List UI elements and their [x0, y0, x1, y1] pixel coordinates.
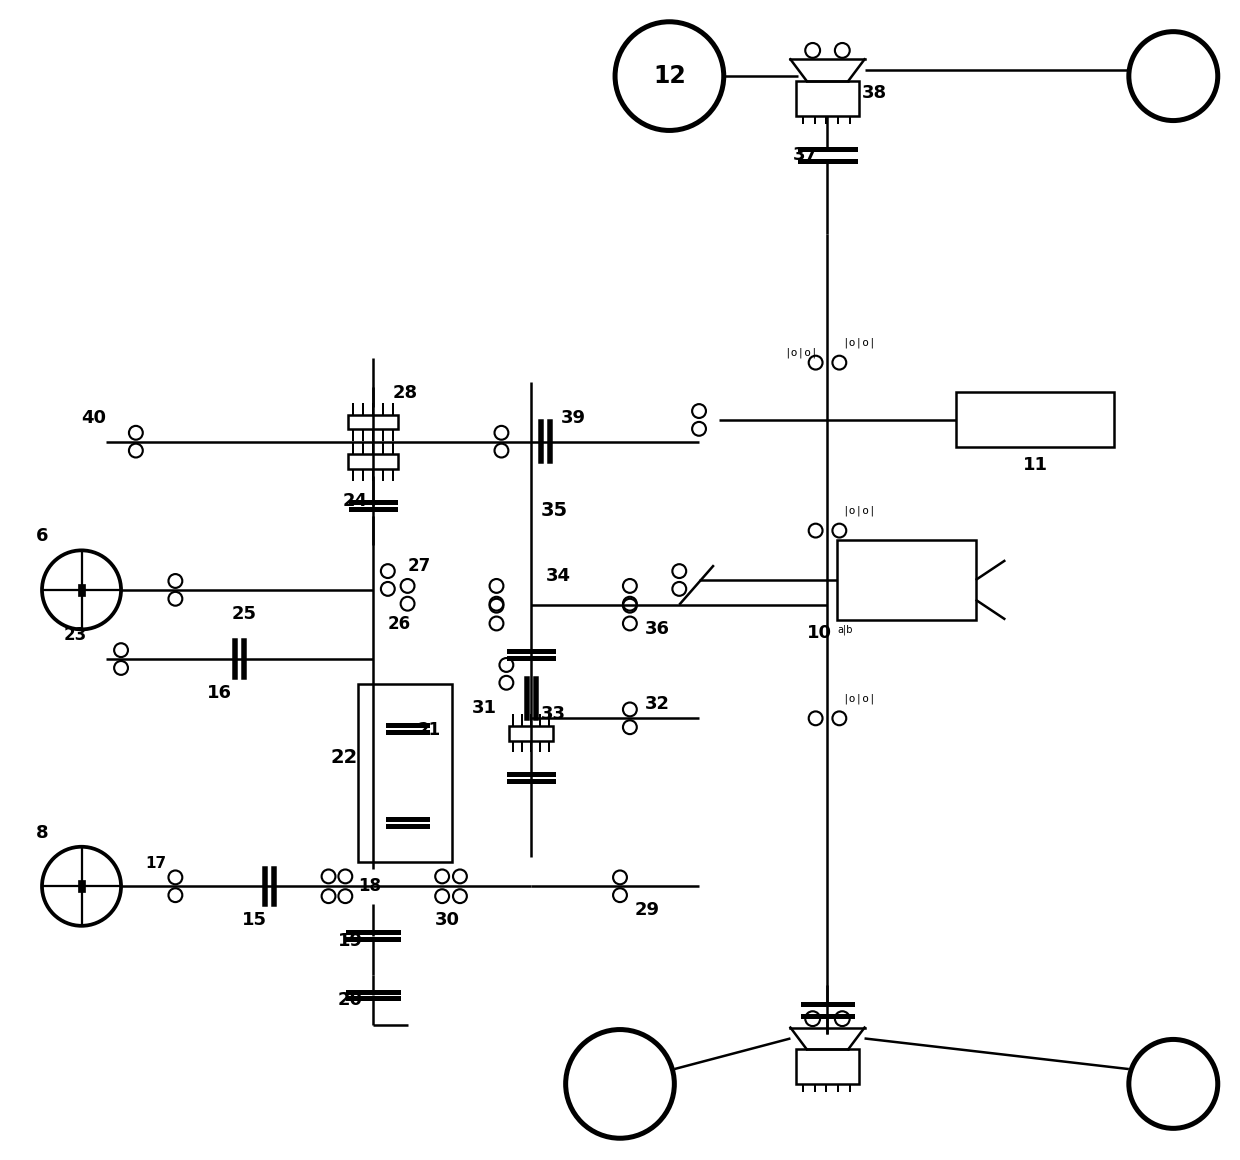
- Text: 11: 11: [1023, 457, 1048, 474]
- Text: 37: 37: [792, 146, 817, 165]
- Bar: [358, 683, 453, 862]
- Bar: [796, 81, 859, 116]
- Text: 18: 18: [358, 877, 381, 896]
- Text: 29: 29: [635, 901, 660, 919]
- Bar: [78, 880, 86, 892]
- Text: 39: 39: [560, 408, 585, 427]
- Bar: [348, 454, 398, 469]
- Bar: [956, 392, 1114, 447]
- Text: 21: 21: [418, 722, 440, 739]
- Text: |o|o|: |o|o|: [842, 693, 875, 703]
- Text: 38: 38: [862, 84, 887, 102]
- Text: 10: 10: [807, 624, 832, 643]
- Text: 40: 40: [82, 408, 107, 427]
- Bar: [348, 414, 398, 429]
- Text: 15: 15: [242, 911, 267, 929]
- Text: 25: 25: [232, 604, 257, 623]
- Text: 33: 33: [541, 705, 565, 724]
- Text: 12: 12: [653, 64, 686, 88]
- Text: 17: 17: [146, 856, 167, 871]
- Text: 22: 22: [331, 748, 358, 768]
- Bar: [837, 541, 976, 619]
- Text: 27: 27: [408, 557, 430, 575]
- Text: 31: 31: [471, 699, 496, 717]
- Text: a|b: a|b: [837, 624, 853, 635]
- Bar: [796, 1050, 859, 1083]
- Text: 28: 28: [393, 384, 418, 403]
- Text: |o|o|: |o|o|: [842, 506, 875, 516]
- Text: 26: 26: [388, 615, 410, 632]
- Text: 34: 34: [546, 567, 570, 585]
- Text: |o|o|: |o|o|: [784, 347, 817, 357]
- Text: 20: 20: [339, 991, 363, 1009]
- Text: 6: 6: [36, 528, 48, 545]
- Text: 30: 30: [434, 911, 460, 929]
- Text: 19: 19: [339, 931, 363, 950]
- Text: 24: 24: [343, 492, 368, 510]
- Text: 8: 8: [36, 824, 48, 842]
- Text: 23: 23: [63, 626, 87, 644]
- Bar: [78, 583, 86, 596]
- Bar: [508, 726, 553, 740]
- Text: 36: 36: [645, 619, 670, 638]
- Text: |o|o|: |o|o|: [842, 338, 875, 348]
- Text: 16: 16: [207, 683, 232, 702]
- Text: 35: 35: [541, 501, 568, 521]
- Text: 32: 32: [645, 695, 670, 713]
